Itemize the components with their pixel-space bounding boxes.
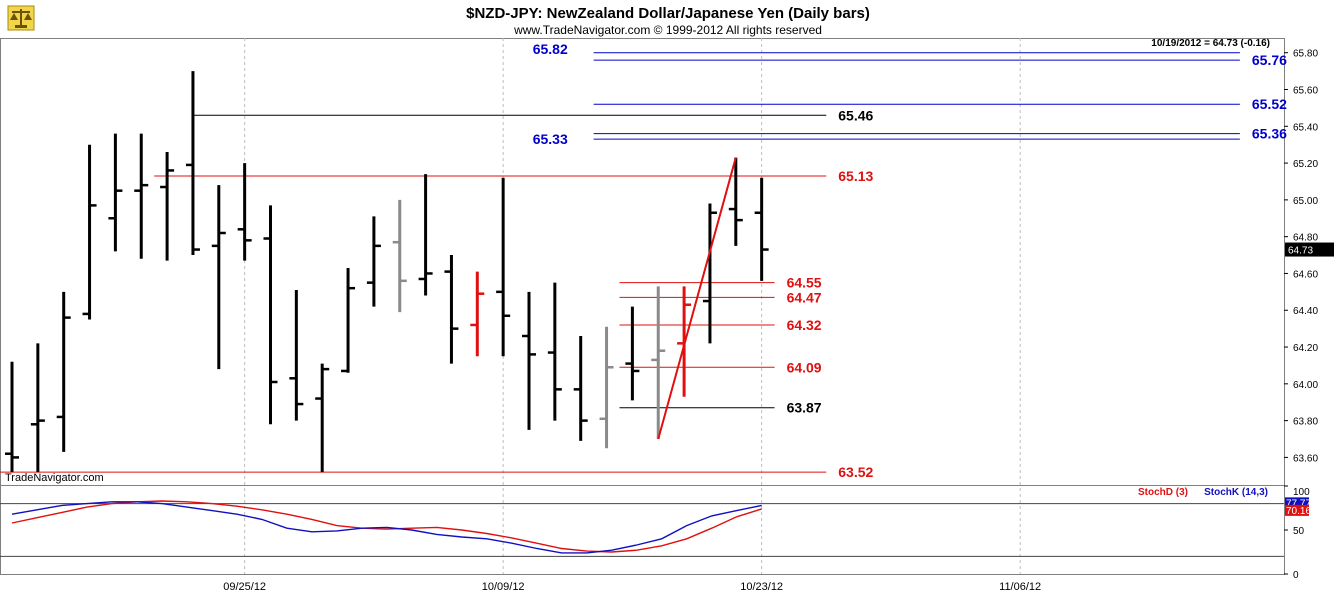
- ohlc-bar: [392, 199, 407, 313]
- stoch-series-line: [11, 501, 762, 554]
- price-y-axis: 63.60 63.80 64.00 64.20 64.40 64.60 64.80 65.00…: [1284, 49, 1318, 464]
- date-x-axis: 09/25/12 10/09/12 10/23/12 11/06/12: [223, 581, 1041, 593]
- level-label: 65.76: [1252, 52, 1287, 68]
- ohlc-bar: [108, 133, 123, 252]
- ohlc-bar: [496, 177, 511, 357]
- y-tick-label: 65.80: [1293, 49, 1318, 60]
- x-tick-label: 10/09/12: [482, 581, 525, 593]
- watermark-text: TradeNavigator.com: [5, 472, 104, 484]
- ohlc-bar: [522, 291, 536, 430]
- level-label: 65.82: [533, 41, 568, 57]
- ohlc-bar: [263, 205, 278, 425]
- y-tick-label: 64.20: [1293, 343, 1318, 354]
- ohlc-bar: [5, 361, 19, 473]
- y-tick-label: 65.60: [1293, 86, 1318, 97]
- level-label: 64.32: [787, 317, 822, 333]
- stochk-value-box: [1285, 497, 1309, 508]
- last-quote-text: 10/19/2012 = 64.73 (-0.16): [1151, 38, 1270, 49]
- stochk-value: 77.77: [1286, 498, 1311, 509]
- scales-icon: [7, 5, 35, 31]
- ohlc-bar: [702, 203, 717, 344]
- ohlc-bar: [315, 363, 330, 473]
- trendline: [657, 157, 737, 440]
- ohlc-bar: [651, 286, 666, 440]
- stoch-series-line: [11, 500, 762, 553]
- stoch-panel: [0, 485, 1285, 575]
- y-tick-label: 64.40: [1293, 306, 1318, 317]
- price-tag-box: [1285, 242, 1334, 257]
- x-tick-label: 09/25/12: [223, 581, 266, 593]
- ohlc-bar: [237, 163, 252, 261]
- stochd-value-box: [1285, 504, 1309, 516]
- stochd-value: 70.16: [1286, 506, 1311, 517]
- ohlc-bar: [56, 291, 71, 452]
- y-tick-label: 64.60: [1293, 269, 1318, 280]
- level-label: 64.47: [787, 289, 822, 305]
- ohlc-bar: [599, 326, 614, 449]
- copyright-text: www.TradeNavigator.com © 1999-2012 All r…: [513, 23, 822, 37]
- y-tick-label: 65.40: [1293, 122, 1318, 133]
- ohlc-bar: [341, 267, 356, 373]
- ohlc-bar: [160, 152, 175, 261]
- x-tick-label: 10/23/12: [740, 581, 783, 593]
- ohlc-bars: [5, 71, 769, 473]
- trend-line: [657, 157, 737, 440]
- y-tick-label: 64.80: [1293, 233, 1318, 244]
- grid-lines: [244, 38, 1021, 574]
- ohlc-bar: [444, 255, 459, 364]
- stochd-legend: StochD (3): [1138, 487, 1188, 498]
- ohlc-bar: [547, 282, 562, 421]
- level-label: 64.09: [787, 359, 822, 375]
- y-tick-label: 65.20: [1293, 159, 1318, 170]
- ohlc-bar: [134, 133, 149, 259]
- level-label: 65.52: [1252, 96, 1287, 112]
- level-label: 65.36: [1252, 126, 1287, 142]
- ohlc-bar: [573, 336, 588, 441]
- x-tick-label: 11/06/12: [999, 581, 1041, 593]
- current-price-tag: 64.73: [1285, 242, 1334, 257]
- ohlc-bar: [366, 216, 381, 307]
- stoch-tick-label: 0: [1293, 570, 1299, 581]
- stochk-legend: StochK (14,3): [1204, 487, 1268, 498]
- ohlc-bar: [728, 157, 743, 246]
- y-tick-label: 63.80: [1293, 417, 1318, 428]
- level-label: 64.55: [787, 275, 822, 291]
- level-label: 63.87: [787, 400, 822, 416]
- ohlc-bar: [754, 177, 769, 281]
- level-label: 65.46: [838, 107, 873, 123]
- level-label: 65.13: [838, 168, 873, 184]
- ohlc-bar: [625, 306, 640, 401]
- ohlc-bar: [30, 343, 45, 473]
- level-label: 63.52: [838, 464, 873, 480]
- ohlc-bar: [470, 271, 485, 357]
- chart-title: $NZD-JPY: NewZealand Dollar/Japanese Yen…: [466, 5, 870, 22]
- stoch-tick-label: 50: [1293, 526, 1305, 537]
- y-tick-label: 63.60: [1293, 453, 1318, 464]
- y-tick-label: 64.00: [1293, 380, 1318, 391]
- price-tag-value: 64.73: [1288, 246, 1313, 257]
- ohlc-bar: [185, 71, 200, 256]
- y-tick-label: 65.00: [1293, 196, 1318, 207]
- ohlc-bar: [82, 144, 97, 320]
- ohlc-bar: [211, 185, 226, 370]
- price-levels: 65.82 65.76 65.52 65.36 65.33 65.46 65.13 64.55…: [0, 41, 1287, 480]
- stochastic-lines: [0, 500, 1284, 557]
- ohlc-bar: [418, 174, 433, 296]
- ohlc-bar: [289, 290, 304, 421]
- level-label: 65.33: [533, 131, 568, 147]
- stoch-tick-label: 100: [1293, 487, 1310, 498]
